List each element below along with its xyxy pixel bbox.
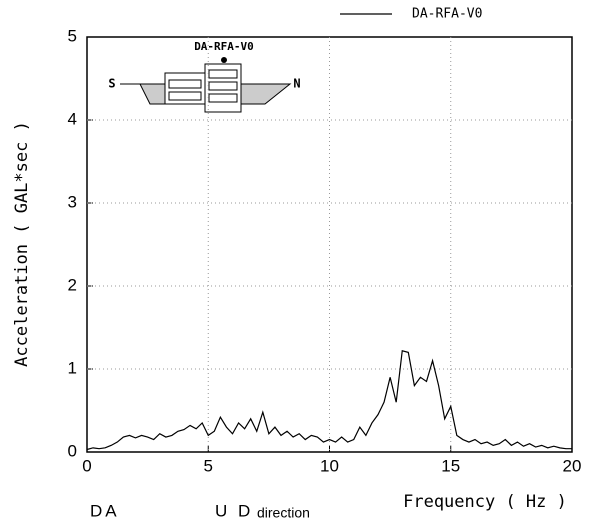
floor [208, 81, 238, 91]
ground-left [139, 83, 166, 105]
floor [208, 93, 238, 103]
y-axis-label: Acceleration ( GAL*sec ) [12, 121, 32, 367]
y-tick-label: 1 [68, 358, 77, 377]
sensor [221, 57, 227, 63]
building-right [204, 63, 242, 113]
legend-label: DA-RFA-V0 [412, 7, 482, 22]
site-diagram: DA-RFA-V0 S N [108, 40, 301, 113]
north-label: N [293, 77, 300, 91]
x-tick-label: 10 [320, 456, 339, 475]
x-tick-label: 15 [441, 456, 460, 475]
y-tick-label: 2 [68, 275, 77, 294]
site-label: DA [90, 501, 120, 520]
y-tick-label: 0 [68, 441, 77, 460]
ground-right [239, 83, 292, 105]
direction-label: U D [215, 501, 253, 520]
floor [168, 79, 202, 89]
series-line [86, 349, 572, 451]
x-axis-label: Frequency ( Hz ) [403, 492, 567, 512]
y-tick-label: 4 [68, 109, 77, 128]
x-tick-label: 20 [563, 456, 582, 475]
floor [208, 69, 238, 79]
x-tick-label: 0 [82, 456, 91, 475]
floor [168, 91, 202, 101]
y-tick-label: 5 [68, 26, 77, 45]
diagram-label: DA-RFA-V0 [194, 40, 254, 53]
south-label: S [108, 77, 115, 91]
y-tick-label: 3 [68, 192, 77, 211]
direction-suffix: direction [257, 505, 310, 521]
x-tick-label: 5 [204, 456, 213, 475]
